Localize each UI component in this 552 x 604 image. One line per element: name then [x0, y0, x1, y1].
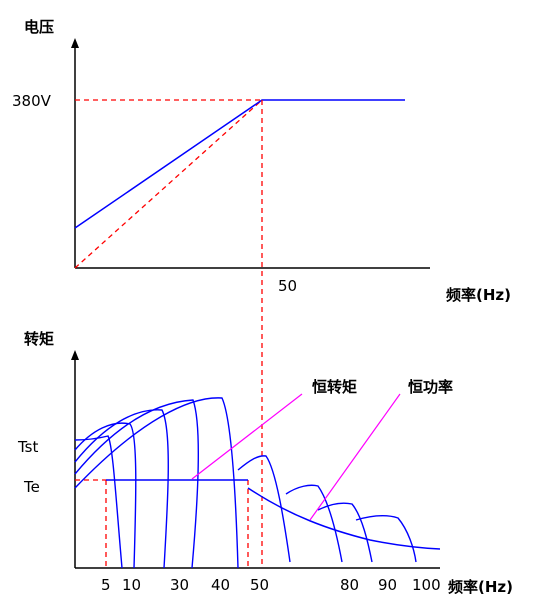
tst-label: Tst — [17, 438, 38, 456]
top-y-axis-label: 电压 — [24, 18, 54, 36]
torque-curve-60hz — [237, 455, 291, 563]
constant-power-leader — [309, 393, 401, 521]
torque-curve-90hz — [317, 502, 373, 563]
voltage-380v-label: 380V — [12, 92, 52, 110]
x-tick-100: 100 — [412, 576, 441, 594]
voltage-frequency-chart: 电压 380V 50 频率(Hz) — [12, 18, 511, 304]
x-tick-40: 40 — [211, 576, 230, 594]
constant-power-curve — [247, 487, 441, 550]
torque-curves — [74, 397, 417, 569]
te-label: Te — [23, 478, 40, 496]
bottom-y-axis-label: 转矩 — [24, 330, 54, 348]
x-tick-90: 90 — [378, 576, 397, 594]
voltage-curve — [74, 99, 405, 229]
linear-vf-dashed-line — [74, 99, 263, 269]
x-tick-50: 50 — [250, 576, 269, 594]
x-tick-10: 10 — [122, 576, 141, 594]
torque-curve-10hz — [74, 422, 137, 569]
top-y-axis-arrow-icon — [71, 38, 79, 48]
constant-torque-leader — [191, 393, 303, 480]
torque-curve-5hz — [74, 435, 123, 569]
constant-power-annotation: 恒功率 — [408, 378, 453, 396]
bottom-y-axis-arrow-icon — [71, 350, 79, 360]
torque-curve-50hz — [74, 397, 239, 569]
x-tick-5: 5 — [101, 576, 111, 594]
torque-curve-40hz — [74, 399, 199, 569]
x-tick-30: 30 — [170, 576, 189, 594]
bottom-x-axis-label: 频率(Hz) — [448, 578, 513, 596]
torque-curve-30hz — [74, 409, 169, 569]
top-freq-50-label: 50 — [278, 277, 297, 295]
torque-curve-80hz — [285, 484, 343, 563]
top-x-axis-label: 频率(Hz) — [446, 286, 511, 304]
torque-curve-100hz — [355, 515, 417, 563]
torque-frequency-chart: 转矩 Tst Te 恒转矩 恒功率 5 10 30 40 50 80 90 10… — [17, 330, 513, 596]
x-tick-80: 80 — [340, 576, 359, 594]
constant-torque-annotation: 恒转矩 — [312, 378, 357, 396]
